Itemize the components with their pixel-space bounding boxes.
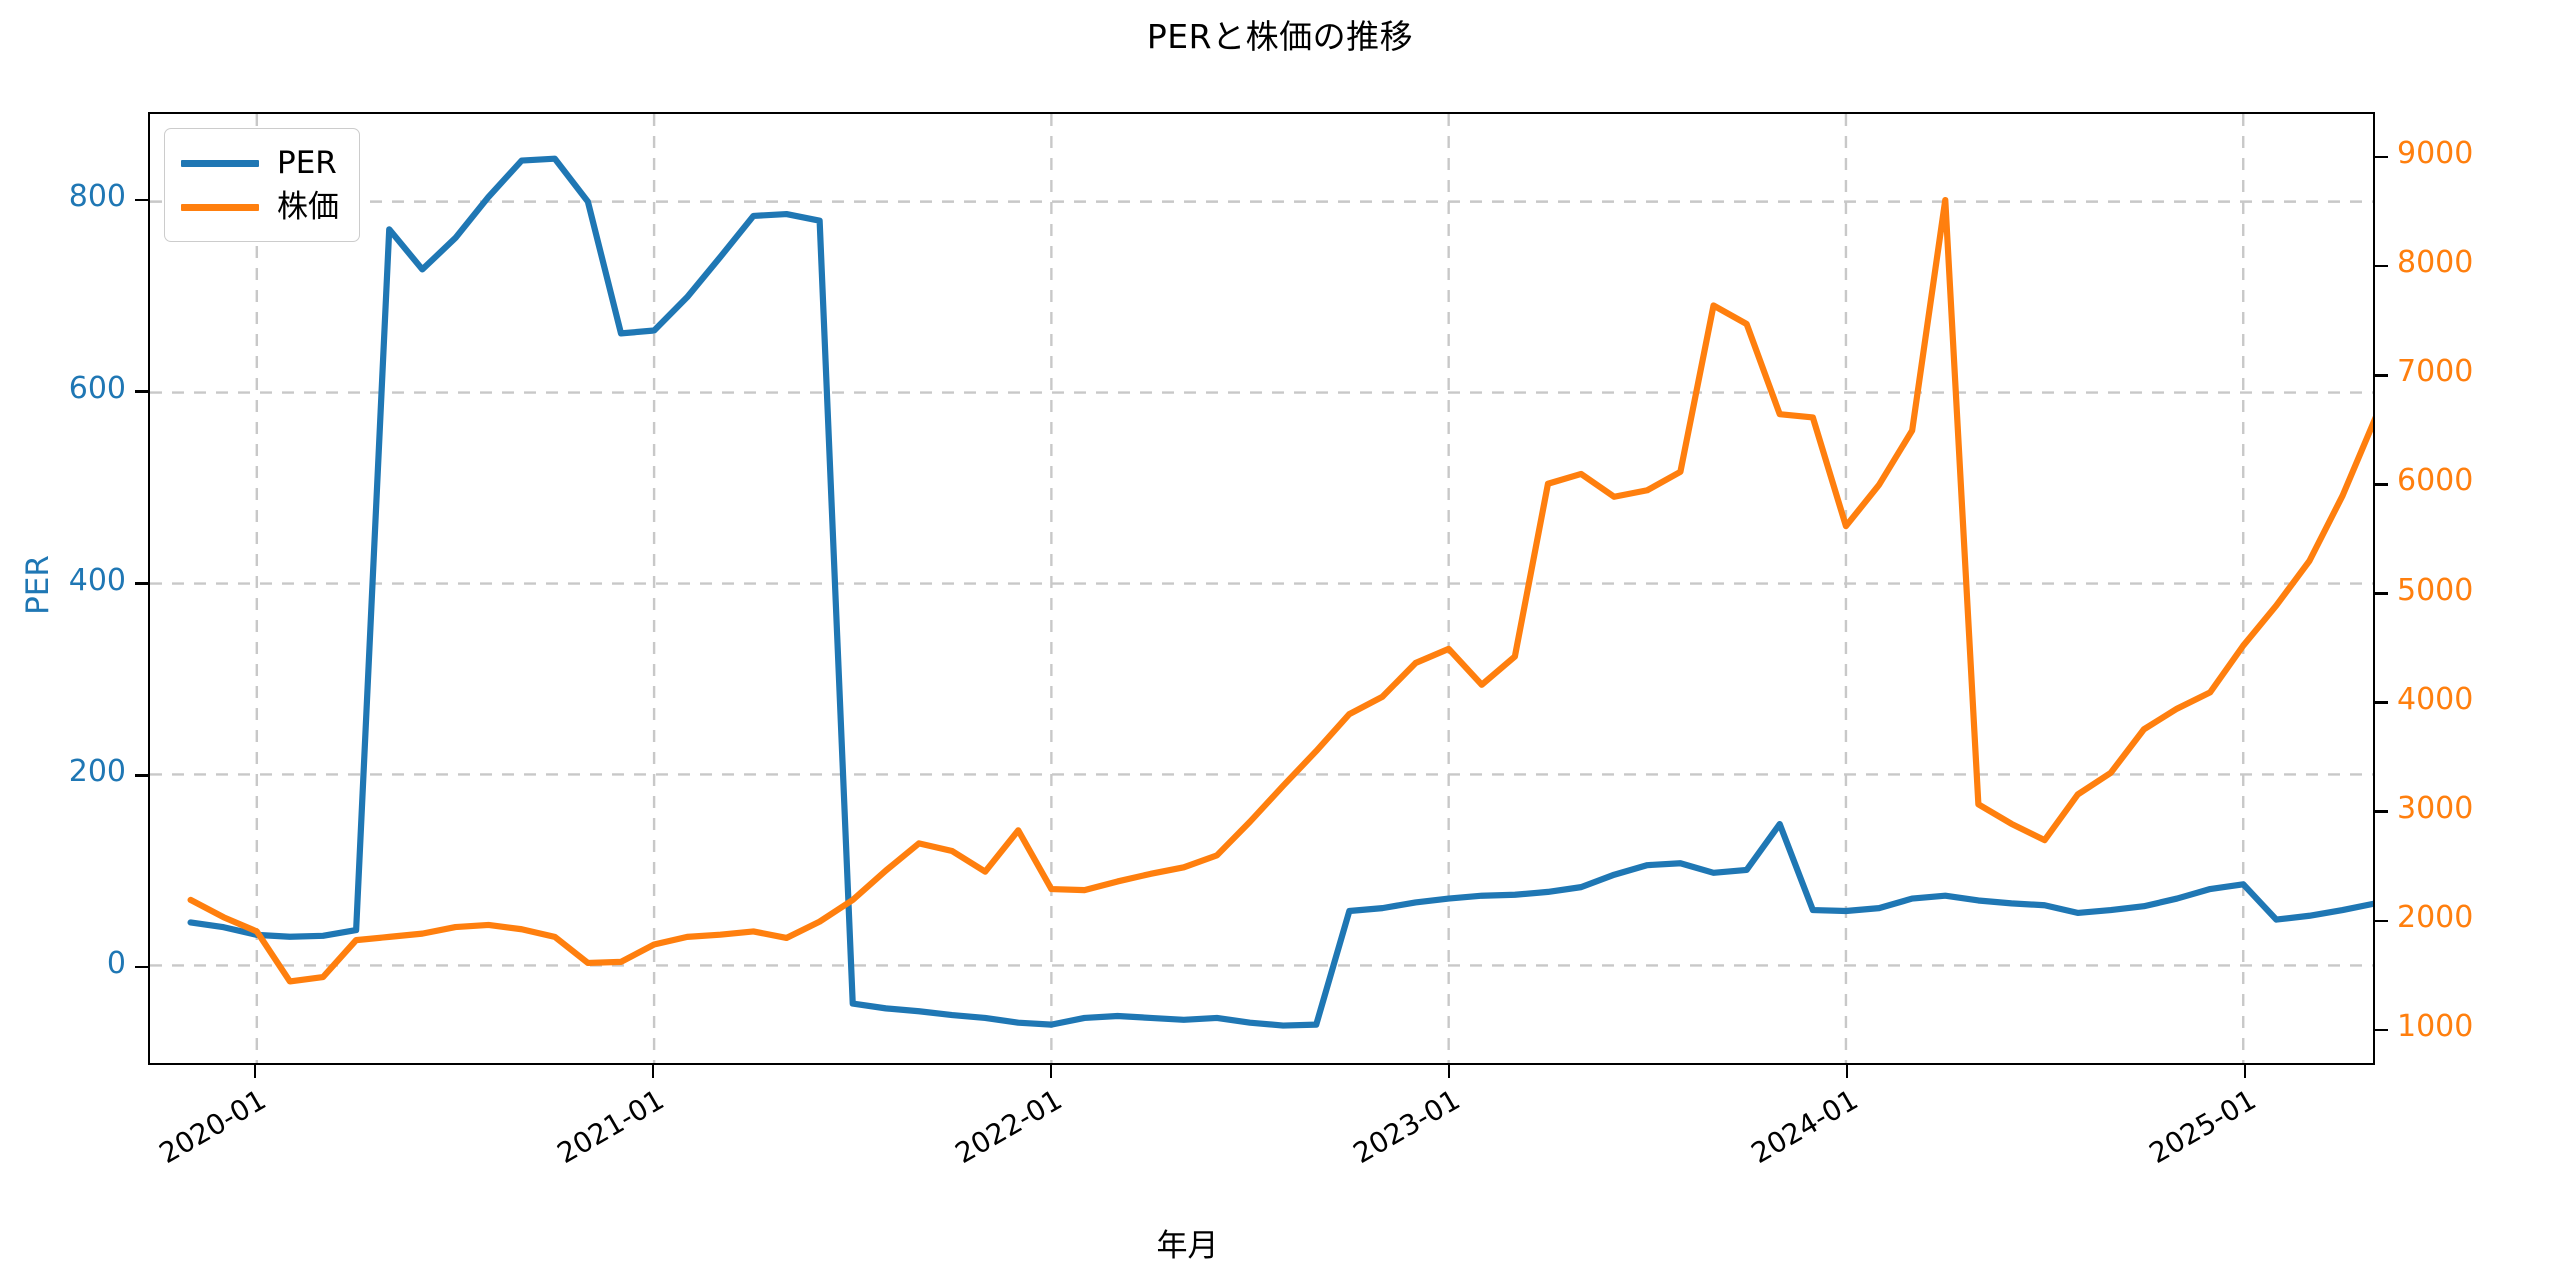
axis-tick	[1845, 1065, 1849, 1078]
axis-tick	[2375, 264, 2388, 268]
plot-area	[148, 112, 2375, 1065]
y-axis-left-title: PER	[20, 554, 56, 615]
legend-item-per: PER	[181, 141, 339, 185]
y-axis-left-tick-label: 800	[68, 179, 126, 214]
y-axis-right-tick-label: 5000	[2397, 572, 2474, 608]
y-axis-right-tick-label: 9000	[2397, 136, 2474, 171]
axis-tick	[135, 773, 148, 777]
series-line-kabuka	[191, 200, 2373, 981]
legend-label-kabuka: 株価	[277, 188, 339, 225]
axis-tick	[2375, 155, 2388, 159]
y-axis-right-tick-label: 3000	[2397, 790, 2474, 826]
axis-tick	[253, 1065, 257, 1078]
axis-tick	[2375, 592, 2388, 595]
axis-tick	[135, 390, 148, 394]
axis-tick	[135, 582, 148, 585]
y-axis-right-tick-label: 2000	[2397, 899, 2474, 935]
axis-tick	[2375, 701, 2388, 704]
y-axis-right-tick-label: 1000	[2397, 1009, 2474, 1044]
axis-tick	[1447, 1065, 1451, 1078]
x-axis-title: 年月	[1156, 1228, 1219, 1264]
y-axis-left-tick-label: 0	[106, 946, 126, 981]
y-axis-left-tick-label: 200	[68, 754, 126, 790]
legend-label-per: PER	[277, 144, 337, 181]
axis-tick	[2375, 373, 2388, 377]
series-line-per	[191, 159, 2373, 1026]
y-axis-left-tick-label: 600	[68, 370, 126, 406]
axis-tick	[2375, 1028, 2388, 1032]
y-axis-right-tick-label: 6000	[2397, 463, 2474, 499]
chart-legend: PER 株価	[164, 128, 360, 242]
axis-tick	[135, 965, 148, 969]
axis-tick	[651, 1065, 655, 1078]
y-axis-right-tick-label: 8000	[2397, 245, 2474, 281]
axis-tick	[2375, 919, 2388, 923]
axis-tick	[2375, 810, 2388, 814]
x-axis-tick-label: 2023-01	[1347, 1083, 1466, 1171]
legend-item-kabuka: 株価	[181, 185, 339, 229]
y-axis-right-tick-label: 4000	[2397, 681, 2474, 717]
axis-tick	[135, 198, 148, 202]
x-axis-tick-label: 2022-01	[949, 1083, 1068, 1171]
chart-canvas	[150, 114, 2373, 1063]
axis-tick	[2243, 1065, 2247, 1078]
gridlines	[150, 114, 2373, 1063]
y-axis-right-tick-label: 7000	[2397, 354, 2474, 390]
x-axis-tick-label: 2020-01	[153, 1083, 272, 1171]
y-axis-left-tick-label: 400	[68, 562, 126, 598]
x-axis-tick-label: 2025-01	[2143, 1083, 2262, 1171]
series-lines	[191, 159, 2373, 1026]
x-axis-tick-label: 2021-01	[551, 1083, 670, 1171]
chart-title: PERと株価の推移	[1146, 17, 1414, 56]
axis-tick	[2375, 483, 2388, 486]
legend-swatch-kabuka	[181, 203, 259, 211]
legend-swatch-per	[181, 159, 259, 167]
x-axis-tick-label: 2024-01	[1745, 1083, 1864, 1171]
axis-tick	[1049, 1065, 1053, 1078]
